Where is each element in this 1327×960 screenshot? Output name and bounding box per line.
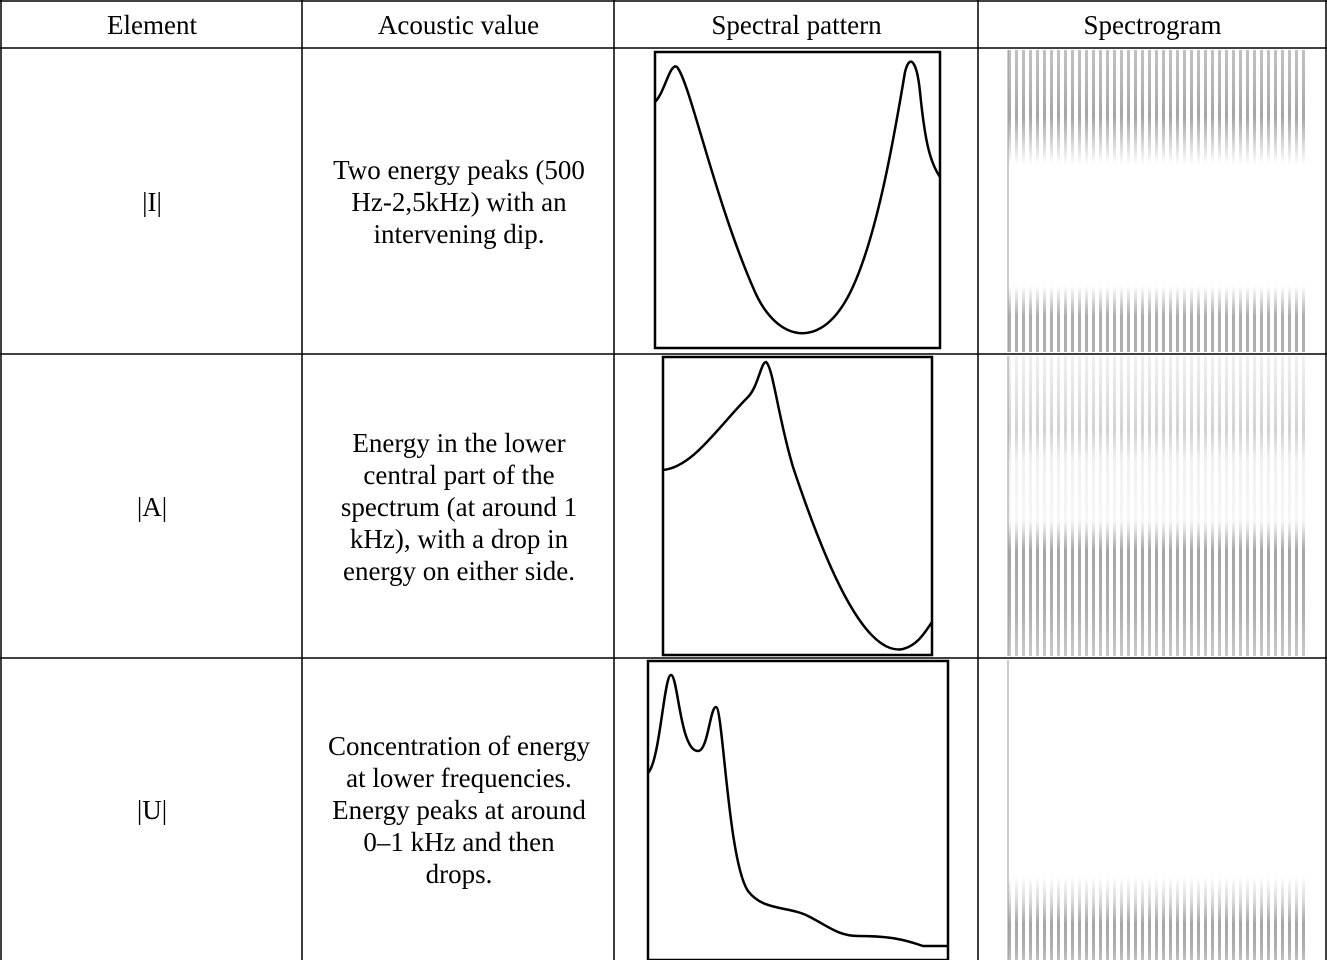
spectral-patterns [646,50,950,960]
header-cell: Element [107,10,197,40]
element-cell: |U| [136,794,168,825]
header-cell: Acoustic value [377,10,540,40]
header-cell: Spectral pattern [711,10,882,40]
acoustic-cell: Energy in the lower central part of the … [340,427,578,586]
header-cell: Spectrogram [1083,10,1222,40]
element-cell: |A| [136,491,168,522]
spectrograms [1007,50,1308,960]
element-cell: |I| [142,186,162,217]
acoustic-cell: Two energy peaks (500 Hz-2,5kHz) with an… [333,154,585,249]
acoustic-cell: Concentration of energy at lower frequen… [328,730,590,889]
